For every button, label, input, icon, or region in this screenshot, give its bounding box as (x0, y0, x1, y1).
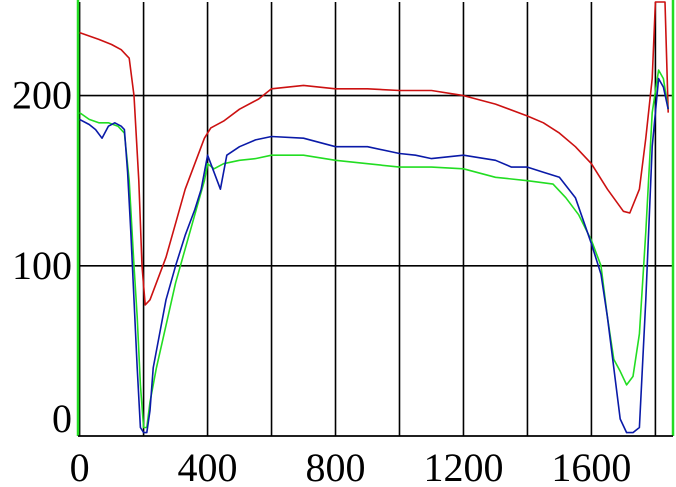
series-layer (79, 1, 669, 434)
grid-layer (78, 2, 673, 437)
x-tick-label: 1600 (551, 445, 631, 487)
x-tick-label: 1200 (423, 445, 503, 487)
y-tick-label: 100 (12, 243, 72, 288)
y-tick-label: 200 (12, 73, 72, 118)
y-tick-label: 0 (52, 396, 72, 441)
series-line-red (79, 1, 669, 306)
x-tick-label: 0 (70, 445, 90, 487)
x-tick-label: 400 (178, 445, 238, 487)
series-line-blue (79, 77, 669, 434)
plot-border (76, 0, 675, 437)
x-tick-label: 800 (306, 445, 366, 487)
series-line-green (79, 69, 669, 429)
tick-labels: 0 400 800 1200 1600 0 100 200 (12, 73, 631, 487)
